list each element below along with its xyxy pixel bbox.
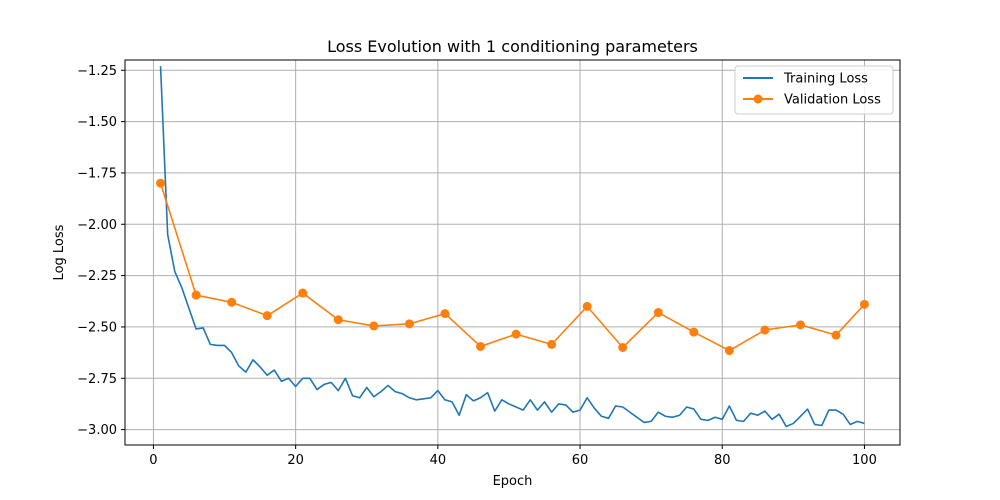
legend-label-training: Training Loss <box>783 72 868 87</box>
validation-point <box>724 346 734 356</box>
x-tick-label: 40 <box>430 453 447 468</box>
chart-title: Loss Evolution with 1 conditioning param… <box>327 37 698 56</box>
validation-point <box>547 339 557 349</box>
x-tick-label: 80 <box>714 453 731 468</box>
validation-point <box>760 325 770 335</box>
y-tick-label: −1.50 <box>77 115 117 130</box>
x-tick-label: 0 <box>149 453 157 468</box>
validation-point <box>191 290 201 300</box>
axis-ticks: 0 20 40 60 80 100 −3.00 −2.75 −2.50 −2.25 −2.00 −1.… <box>77 64 877 468</box>
y-tick-label: −1.75 <box>77 166 117 181</box>
y-tick-label: −1.25 <box>77 64 117 79</box>
legend: Training Loss Validation Loss <box>734 65 894 115</box>
y-tick-label: −2.25 <box>77 269 117 284</box>
x-tick-label: 20 <box>287 453 304 468</box>
y-tick-label: −2.00 <box>77 218 117 233</box>
x-tick-label: 100 <box>852 453 877 468</box>
validation-point <box>369 321 379 331</box>
validation-point <box>795 320 805 330</box>
validation-point <box>440 309 450 319</box>
legend-marker-validation <box>753 94 763 104</box>
validation-point <box>511 329 521 339</box>
legend-box <box>734 65 894 115</box>
validation-point <box>582 301 592 311</box>
validation-point <box>156 178 166 188</box>
validation-point <box>404 319 414 329</box>
validation-point <box>476 341 486 351</box>
validation-point <box>831 330 841 340</box>
plot-series <box>156 66 869 428</box>
validation-point <box>298 288 308 298</box>
validation-point <box>653 308 663 318</box>
y-tick-label: −2.75 <box>77 372 117 387</box>
plot-frame <box>124 59 901 446</box>
x-axis-label: Epoch <box>493 474 533 489</box>
legend-label-validation: Validation Loss <box>784 93 881 108</box>
series-line-training <box>159 66 865 428</box>
validation-point <box>618 342 628 352</box>
y-axis-label: Log Loss <box>52 224 67 280</box>
validation-point <box>333 315 343 325</box>
validation-point <box>689 327 699 337</box>
y-tick-label: −2.50 <box>77 320 117 335</box>
x-tick-label: 60 <box>572 453 589 468</box>
validation-point <box>859 299 869 309</box>
validation-point <box>262 311 272 321</box>
y-tick-label: −3.00 <box>77 423 117 438</box>
validation-point <box>227 297 237 307</box>
grid <box>125 60 900 445</box>
